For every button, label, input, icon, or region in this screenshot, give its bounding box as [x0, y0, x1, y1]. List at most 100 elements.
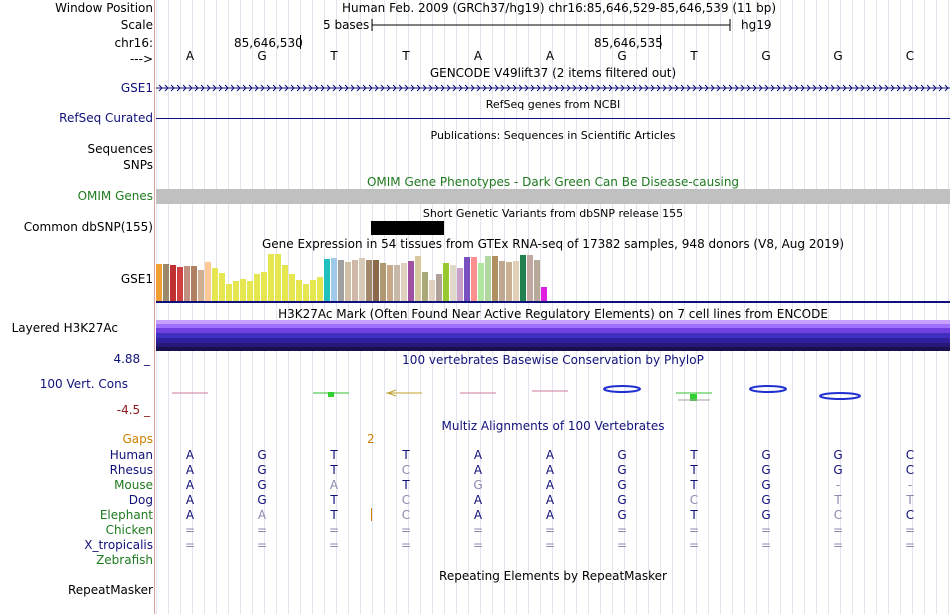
- gencode-strand-arrow: [644, 84, 649, 92]
- gtex-tissue-bar[interactable]: [303, 284, 309, 301]
- gencode-strand-arrow: [470, 84, 475, 92]
- gtex-tissue-bar[interactable]: [261, 272, 267, 301]
- gtex-tissue-bar[interactable]: [373, 260, 379, 301]
- gtex-tissue-bar[interactable]: [240, 279, 246, 301]
- alignment-base: T: [330, 508, 338, 522]
- cons-glyphs[interactable]: [156, 378, 950, 408]
- gtex-tissue-bar[interactable]: [513, 261, 519, 301]
- gtex-tissue-bar[interactable]: [485, 256, 491, 301]
- gtex-tissue-bar[interactable]: [296, 280, 302, 301]
- omim-track-title[interactable]: OMIM Gene Phenotypes - Dark Green Can Be…: [366, 175, 740, 189]
- multiz-track-title[interactable]: Multiz Alignments of 100 Vertebrates: [441, 419, 665, 433]
- gtex-tissue-bar[interactable]: [534, 260, 540, 301]
- gencode-strand-arrow: [590, 84, 595, 92]
- gtex-tissue-bar[interactable]: [394, 265, 400, 301]
- gtex-tissue-bar[interactable]: [282, 265, 288, 301]
- gtex-tissue-bar[interactable]: [408, 261, 414, 301]
- gtex-tissue-bar[interactable]: [247, 281, 253, 301]
- gtex-tissue-bar[interactable]: [226, 284, 232, 301]
- species-label[interactable]: X_tropicalis: [84, 538, 153, 552]
- species-label[interactable]: Zebrafish: [96, 553, 153, 567]
- refseq-track-title[interactable]: RefSeq genes from NCBI: [485, 98, 621, 111]
- gencode-gene-feature[interactable]: [156, 80, 950, 96]
- track-label-dbsnp[interactable]: Common dbSNP(155): [23, 220, 153, 234]
- gtex-tissue-bar[interactable]: [492, 256, 498, 301]
- gtex-tissue-bar[interactable]: [345, 262, 351, 301]
- gtex-tissue-bar[interactable]: [359, 258, 365, 301]
- gtex-tissue-bar[interactable]: [156, 264, 162, 301]
- gtex-tissue-bar[interactable]: [506, 262, 512, 301]
- gtex-tissue-bar[interactable]: [499, 261, 505, 301]
- species-label[interactable]: Human: [109, 448, 153, 462]
- gtex-tissue-bar[interactable]: [198, 270, 204, 301]
- gtex-track-title[interactable]: Gene Expression in 54 tissues from GTEx …: [261, 237, 845, 251]
- gtex-tissue-bar[interactable]: [429, 280, 435, 301]
- gencode-strand-arrow: [320, 84, 325, 92]
- species-label[interactable]: Chicken: [105, 523, 153, 537]
- track-label-cons[interactable]: 100 Vert. Cons: [39, 377, 128, 391]
- gtex-tissue-bar[interactable]: [366, 260, 372, 301]
- gtex-tissue-bar[interactable]: [324, 259, 330, 301]
- gtex-tissue-bar[interactable]: [457, 268, 463, 301]
- gtex-tissue-bar[interactable]: [436, 274, 442, 301]
- gtex-tissue-bar[interactable]: [289, 274, 295, 301]
- gtex-tissue-bar[interactable]: [520, 255, 526, 301]
- gtex-tissue-bar[interactable]: [184, 266, 190, 301]
- gtex-tissue-bar[interactable]: [401, 263, 407, 301]
- gencode-track-title[interactable]: GENCODE V49lift37 (2 items filtered out): [429, 66, 677, 80]
- gtex-tissue-bar[interactable]: [205, 262, 211, 301]
- gtex-expression-chart[interactable]: [156, 253, 950, 305]
- gtex-tissue-bar[interactable]: [541, 287, 547, 301]
- omim-feature-bar[interactable]: [156, 189, 950, 204]
- track-label-refseq[interactable]: RefSeq Curated: [59, 111, 153, 125]
- species-label[interactable]: Elephant: [99, 508, 153, 522]
- gtex-tissue-bar[interactable]: [317, 277, 323, 301]
- species-label[interactable]: Mouse: [114, 478, 153, 492]
- gtex-tissue-bar[interactable]: [464, 257, 470, 301]
- gtex-tissue-bar[interactable]: [338, 260, 344, 301]
- dbsnp-variant[interactable]: [371, 221, 444, 235]
- cons-track-title[interactable]: 100 vertebrates Basewise Conservation by…: [402, 353, 704, 367]
- h3k27ac-track-title[interactable]: H3K27Ac Mark (Often Found Near Active Re…: [278, 307, 828, 321]
- gencode-strand-arrow: [596, 84, 601, 92]
- gtex-tissue-bar[interactable]: [415, 256, 421, 301]
- gtex-tissue-bar[interactable]: [233, 281, 239, 301]
- gtex-tissue-bar[interactable]: [380, 263, 386, 301]
- alignment-base: A: [473, 508, 483, 522]
- gtex-tissue-bar[interactable]: [331, 258, 337, 301]
- gtex-tissue-bar[interactable]: [443, 263, 449, 301]
- publications-track-title[interactable]: Publications: Sequences in Scientific Ar…: [430, 129, 676, 142]
- species-label[interactable]: Dog: [128, 493, 153, 507]
- gtex-tissue-bar[interactable]: [191, 266, 197, 301]
- gtex-tissue-bar[interactable]: [352, 260, 358, 301]
- gtex-tissue-bar[interactable]: [478, 263, 484, 301]
- track-label-h3k27ac[interactable]: Layered H3K27Ac: [11, 321, 118, 335]
- gtex-tissue-bar[interactable]: [275, 254, 281, 301]
- gtex-tissue-bar[interactable]: [450, 265, 456, 301]
- gtex-tissue-bar[interactable]: [212, 268, 218, 301]
- gtex-tissue-bar[interactable]: [219, 273, 225, 301]
- gtex-tissue-bar[interactable]: [527, 255, 533, 301]
- alignment-base: =: [544, 538, 556, 552]
- h3k27ac-signal-layers[interactable]: [156, 320, 950, 352]
- alignment-base: G: [473, 478, 483, 492]
- track-label-sequences[interactable]: Sequences: [87, 142, 153, 156]
- track-label-gtex[interactable]: GSE1: [120, 272, 153, 286]
- gtex-tissue-bar[interactable]: [254, 274, 260, 301]
- gtex-tissue-bar[interactable]: [310, 280, 316, 301]
- gtex-tissue-bar[interactable]: [471, 257, 477, 301]
- dbsnp-track-title[interactable]: Short Genetic Variants from dbSNP releas…: [422, 207, 684, 220]
- refseq-gene-feature[interactable]: [156, 118, 950, 119]
- gtex-tissue-bar[interactable]: [163, 264, 169, 301]
- gtex-tissue-bar[interactable]: [170, 265, 176, 301]
- species-label[interactable]: Rhesus: [109, 463, 153, 477]
- gtex-tissue-bar[interactable]: [422, 272, 428, 301]
- track-label-omim[interactable]: OMIM Genes: [77, 189, 153, 203]
- track-label-gencode[interactable]: GSE1: [120, 81, 153, 95]
- gtex-tissue-bar[interactable]: [387, 265, 393, 301]
- track-label-snps[interactable]: SNPs: [123, 158, 153, 172]
- gtex-tissue-bar[interactable]: [268, 254, 274, 301]
- repeatmasker-track-title[interactable]: Repeating Elements by RepeatMasker: [439, 569, 667, 583]
- track-label-repeatmasker[interactable]: RepeatMasker: [67, 583, 153, 597]
- gtex-tissue-bar[interactable]: [177, 267, 183, 301]
